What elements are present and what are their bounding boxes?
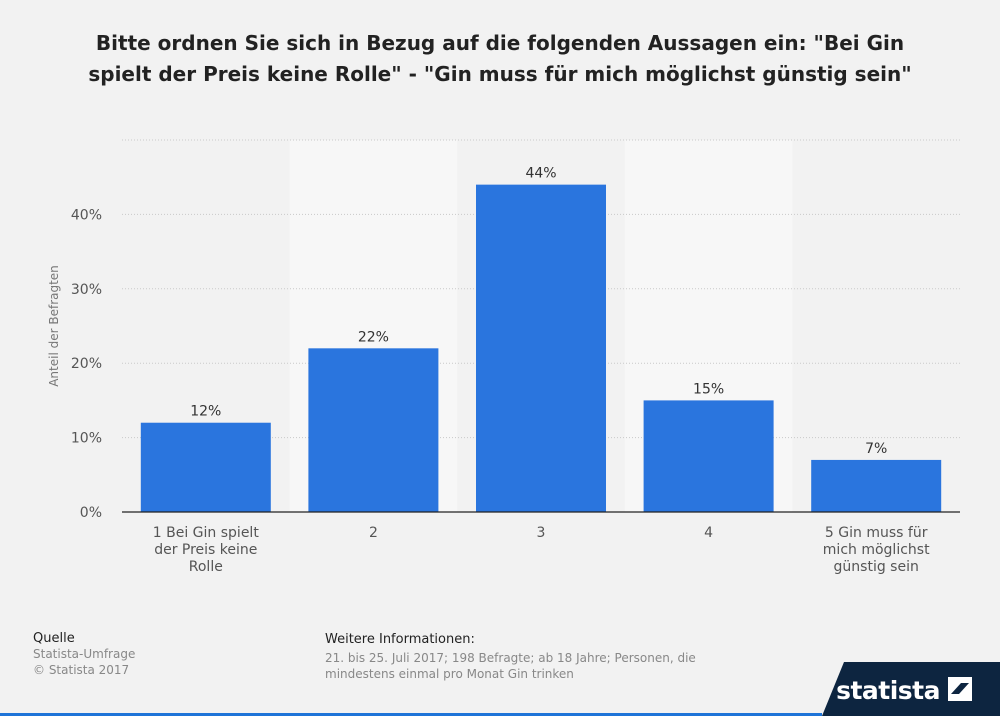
bar <box>476 184 606 512</box>
y-tick-label: 30% <box>71 282 102 298</box>
bars <box>140 184 942 512</box>
bar <box>643 400 774 512</box>
x-tick-label: 5 Gin muss für mich möglichst günstig sein <box>823 525 930 575</box>
brand-badge[interactable]: statista <box>822 662 1000 716</box>
y-axis-tick-labels: 0% 10% 20% 30% 40% <box>71 207 102 521</box>
bar-chart: 0% 10% 20% 30% 40% 1 Bei Gin spielt der Preis… <box>47 139 960 575</box>
value-label: 22% <box>358 329 389 345</box>
y-tick-label: 0% <box>80 505 102 521</box>
value-label: 15% <box>693 381 724 397</box>
source-heading: Quelle <box>33 631 75 646</box>
y-tick-label: 20% <box>71 356 102 372</box>
x-tick-label: 3 <box>537 525 546 541</box>
x-tick-label: 1 Bei Gin spielt der Preis keine Rolle <box>153 525 260 575</box>
accent-line <box>0 713 822 716</box>
value-labels: 12% 22% 44% 15% 7% <box>190 166 887 457</box>
source-line: Statista-Umfrage <box>33 647 136 661</box>
source-block: Quelle Statista-Umfrage © Statista 2017 <box>33 631 135 678</box>
value-label: 44% <box>525 166 556 182</box>
info-heading: Weitere Informationen: <box>325 632 475 647</box>
x-tick-label: 4 <box>704 525 713 541</box>
info-line: 21. bis 25. Juli 2017; 198 Befragte; ab … <box>325 651 696 665</box>
value-label: 7% <box>865 441 887 457</box>
x-axis-category-labels: 1 Bei Gin spielt der Preis keine Rolle 2 3 4 5… <box>153 525 930 575</box>
bar <box>308 348 439 512</box>
bar <box>140 422 271 512</box>
copyright-line: © Statista 2017 <box>33 663 130 677</box>
value-label: 12% <box>190 404 221 420</box>
y-tick-label: 40% <box>71 207 102 223</box>
y-axis-label: Anteil der Befragten <box>47 265 61 387</box>
bar <box>811 459 942 512</box>
x-tick-label: 2 <box>369 525 378 541</box>
y-tick-label: 10% <box>71 431 102 447</box>
info-block: Weitere Informationen: 21. bis 25. Juli … <box>325 632 745 682</box>
brand-wordmark: statista <box>836 676 940 705</box>
statista-logo-icon <box>948 677 972 701</box>
info-line: mindestens einmal pro Monat Gin trinken <box>325 667 574 681</box>
chart-title: Bitte ordnen Sie sich in Bezug auf die f… <box>88 31 912 86</box>
